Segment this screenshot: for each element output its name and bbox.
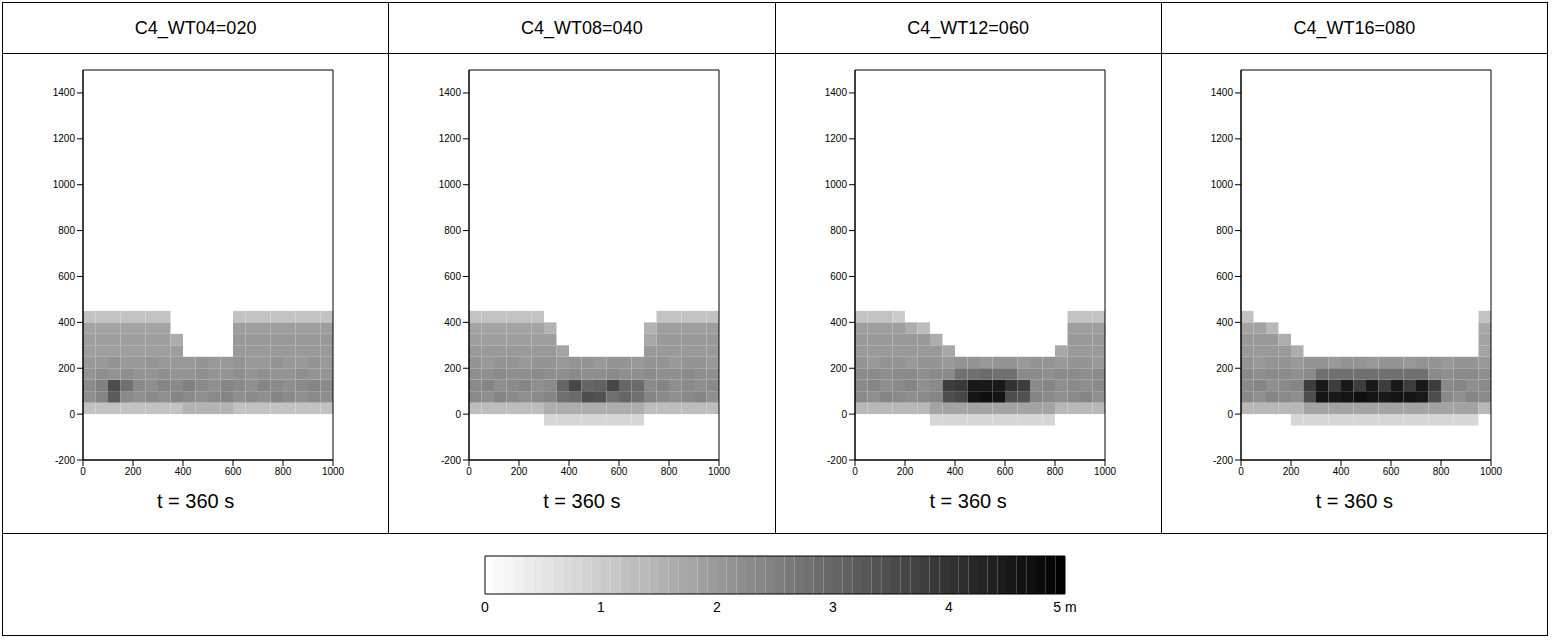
html-text:t = 360 s: t = 360 s [157, 490, 235, 512]
svg-text:800: 800 [1433, 466, 1450, 477]
svg-text:0: 0 [842, 409, 848, 420]
svg-text:1000: 1000 [322, 466, 345, 477]
svg-text:200: 200 [444, 363, 461, 374]
svg-text:600: 600 [611, 466, 628, 477]
svg-text:400: 400 [1333, 466, 1350, 477]
svg-text:600: 600 [224, 466, 241, 477]
svg-text:1: 1 [597, 598, 605, 614]
svg-text:400: 400 [444, 317, 461, 328]
html-text:t = 360 s: t = 360 s [543, 490, 621, 512]
svg-text:200: 200 [1217, 363, 1234, 374]
svg-text:600: 600 [830, 271, 847, 282]
svg-text:200: 200 [1283, 466, 1300, 477]
svg-text:0: 0 [466, 466, 472, 477]
svg-text:1000: 1000 [708, 466, 731, 477]
svg-text:200: 200 [830, 363, 847, 374]
svg-text:0: 0 [455, 409, 461, 420]
svg-text:1200: 1200 [439, 133, 462, 144]
html-text:t = 360 s: t = 360 s [929, 490, 1007, 512]
svg-text:4: 4 [945, 598, 953, 614]
html-text:C4_WT04=020: C4_WT04=020 [134, 17, 257, 38]
svg-text:200: 200 [58, 363, 75, 374]
svg-text:1000: 1000 [52, 179, 75, 190]
svg-text:600: 600 [1383, 466, 1400, 477]
svg-text:600: 600 [58, 271, 75, 282]
svg-text:1400: 1400 [52, 87, 75, 98]
svg-text:1200: 1200 [1211, 133, 1234, 144]
svg-text:600: 600 [997, 466, 1014, 477]
svg-text:0: 0 [852, 466, 858, 477]
html-text:t = 360 s: t = 360 s [1315, 490, 1393, 512]
svg-text:-200: -200 [827, 455, 847, 466]
svg-text:5 m: 5 m [1053, 598, 1076, 614]
svg-text:0: 0 [481, 598, 489, 614]
svg-text:0: 0 [69, 409, 75, 420]
svg-text:800: 800 [1217, 225, 1234, 236]
svg-text:1000: 1000 [1094, 466, 1117, 477]
svg-text:400: 400 [174, 466, 191, 477]
svg-text:1200: 1200 [52, 133, 75, 144]
svg-text:400: 400 [830, 317, 847, 328]
svg-text:800: 800 [58, 225, 75, 236]
svg-text:400: 400 [561, 466, 578, 477]
html-text:C4_WT16=080: C4_WT16=080 [1293, 17, 1416, 38]
svg-text:3: 3 [829, 598, 837, 614]
svg-text:800: 800 [661, 466, 678, 477]
svg-text:1000: 1000 [439, 179, 462, 190]
svg-text:200: 200 [511, 466, 528, 477]
svg-text:400: 400 [1217, 317, 1234, 328]
svg-text:2: 2 [713, 598, 721, 614]
svg-text:800: 800 [1047, 466, 1064, 477]
svg-text:1400: 1400 [825, 87, 848, 98]
svg-text:-200: -200 [55, 455, 75, 466]
svg-text:1000: 1000 [825, 179, 848, 190]
svg-text:1400: 1400 [439, 87, 462, 98]
svg-text:1400: 1400 [1211, 87, 1234, 98]
svg-text:200: 200 [897, 466, 914, 477]
svg-text:1000: 1000 [1480, 466, 1503, 477]
svg-text:400: 400 [947, 466, 964, 477]
svg-text:0: 0 [1239, 466, 1245, 477]
svg-text:0: 0 [80, 466, 86, 477]
svg-text:-200: -200 [1213, 455, 1233, 466]
svg-text:800: 800 [274, 466, 291, 477]
svg-text:800: 800 [444, 225, 461, 236]
svg-text:600: 600 [444, 271, 461, 282]
svg-text:800: 800 [830, 225, 847, 236]
svg-text:1200: 1200 [825, 133, 848, 144]
html-text:C4_WT12=060: C4_WT12=060 [907, 17, 1029, 38]
svg-text:200: 200 [124, 466, 141, 477]
html-text:C4_WT08=040: C4_WT08=040 [521, 17, 643, 38]
svg-text:600: 600 [1217, 271, 1234, 282]
svg-text:400: 400 [58, 317, 75, 328]
svg-text:0: 0 [1228, 409, 1234, 420]
svg-text:-200: -200 [441, 455, 461, 466]
svg-text:1000: 1000 [1211, 179, 1234, 190]
